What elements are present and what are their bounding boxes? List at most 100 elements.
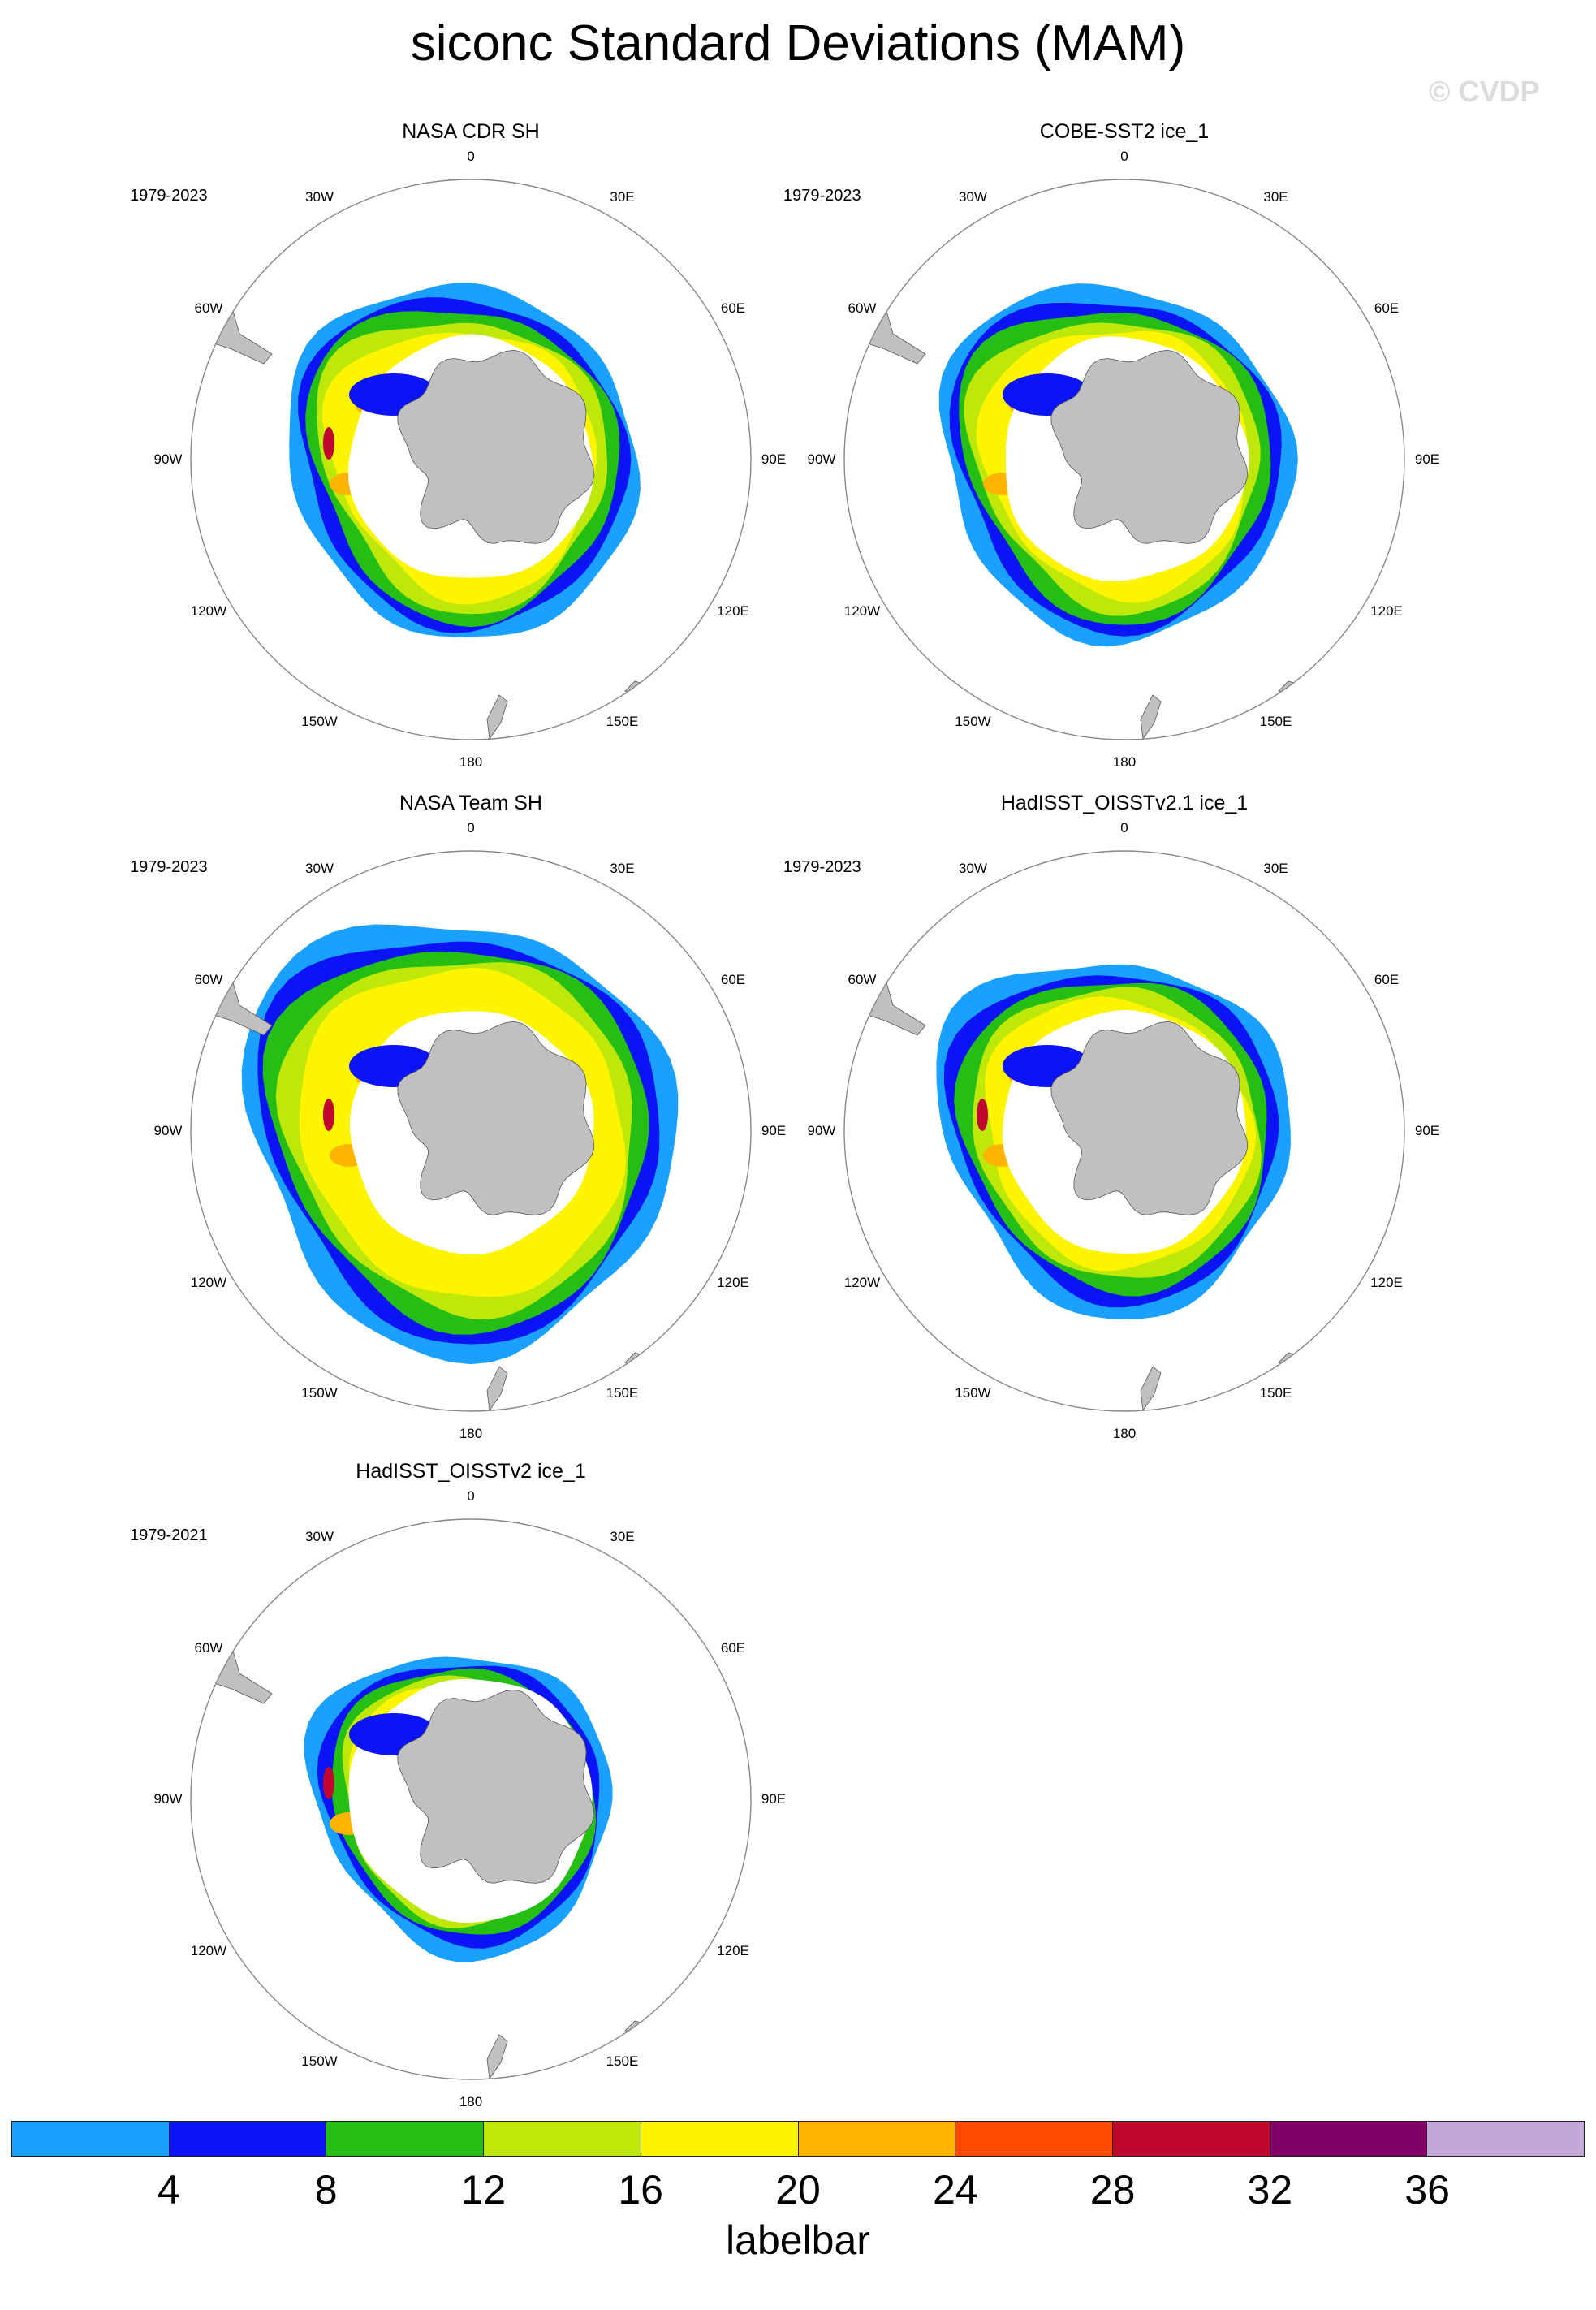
labelbar-swatch [169, 2122, 327, 2156]
panel-years: 1979-2023 [130, 187, 208, 205]
longitude-label: 60W [194, 1639, 223, 1656]
antarctica-land [1050, 1021, 1249, 1215]
longitude-label: 90E [761, 1791, 787, 1807]
map-panel: HadISST_OISSTv2 ice_1 1979-2021 0 30E 60E 90E… [106, 1460, 836, 2134]
longitude-label: 90W [807, 451, 836, 467]
longitude-label: 90W [153, 1791, 183, 1807]
labelbar-tick: 12 [460, 2167, 507, 2213]
labelbar-swatch [12, 2122, 170, 2156]
labelbar-tick: 32 [1247, 2167, 1293, 2213]
polar-map [190, 1518, 752, 2080]
longitude-label: 120E [717, 1274, 749, 1290]
longitude-label: 0 [467, 149, 475, 164]
antarctica-land [397, 1021, 595, 1215]
longitude-label: 30E [610, 188, 635, 205]
labelbar-swatch [798, 2122, 956, 2156]
longitude-label: 120E [717, 602, 749, 619]
panel-years: 1979-2023 [783, 187, 861, 205]
labelbar-tick: 20 [775, 2167, 821, 2213]
longitude-label: 120E [717, 1942, 749, 1958]
ice-hotspot-red [323, 427, 334, 460]
labelbar-tick: 36 [1404, 2167, 1450, 2213]
labelbar-swatch [641, 2122, 799, 2156]
longitude-label: 30E [610, 860, 635, 876]
new-zealand-land [486, 1366, 508, 1411]
longitude-label: 120W [190, 1274, 227, 1290]
labelbar-swatch [1270, 2122, 1428, 2156]
longitude-label: 60E [720, 971, 746, 987]
labelbar-tick: 16 [618, 2167, 663, 2213]
map-boundary [190, 179, 752, 740]
new-zealand-land [486, 694, 508, 740]
longitude-label: 90W [153, 1123, 183, 1138]
longitude-label: 30E [1263, 860, 1288, 876]
panel-years: 1979-2023 [130, 858, 208, 876]
map-boundary [843, 850, 1405, 1412]
antarctica-land [397, 349, 595, 544]
longitude-label: 0 [467, 1488, 475, 1504]
longitude-label: 0 [1120, 149, 1128, 164]
longitude-label: 180 [459, 1426, 483, 1441]
labelbar-tick: 8 [314, 2167, 338, 2213]
longitude-label: 60E [720, 300, 746, 316]
longitude-label: 150W [955, 714, 991, 730]
longitude-label: 120W [190, 1942, 227, 1958]
map-boundary [843, 179, 1405, 740]
longitude-label: 60W [848, 300, 877, 316]
panel-title: HadISST_OISSTv2.1 ice_1 [1000, 792, 1249, 814]
map-panel: NASA Team SH 1979-2023 0 30E 60E 90E 120E 150E 1… [106, 792, 836, 1466]
longitude-label: 30E [1263, 188, 1288, 205]
longitude-label: 150W [301, 1385, 338, 1401]
map-boundary [190, 1518, 752, 2080]
labelbar-swatch [326, 2122, 485, 2156]
longitude-label: 60E [720, 1639, 746, 1656]
longitude-label: 30W [305, 1528, 334, 1544]
labelbar-tick: 4 [157, 2167, 180, 2213]
longitude-label: 90E [1414, 1123, 1440, 1138]
polar-map [843, 850, 1405, 1412]
longitude-label: 180 [459, 754, 483, 770]
longitude-label: 150E [606, 2053, 639, 2070]
longitude-label: 150E [606, 1385, 639, 1401]
panel-years: 1979-2021 [130, 1526, 208, 1544]
longitude-label: 90W [153, 451, 183, 467]
labelbar-swatch [1427, 2122, 1585, 2156]
panel-title: HadISST_OISSTv2 ice_1 [356, 1460, 586, 1483]
longitude-label: 30E [610, 1528, 635, 1544]
polar-map [843, 179, 1405, 740]
longitude-label: 120W [843, 602, 881, 619]
labelbar-swatch [1112, 2122, 1270, 2156]
color-labelbar [11, 2121, 1585, 2157]
longitude-label: 150E [1259, 714, 1292, 730]
longitude-label: 90E [761, 451, 787, 467]
labelbar-tick: 28 [1089, 2167, 1136, 2213]
longitude-label: 150W [301, 2053, 338, 2070]
longitude-label: 90E [761, 1123, 787, 1138]
longitude-label: 60E [1374, 300, 1400, 316]
panel-title: NASA CDR SH [402, 120, 540, 143]
longitude-label: 60W [194, 971, 223, 987]
longitude-label: 120W [843, 1274, 881, 1290]
ice-hotspot-red [977, 1099, 988, 1131]
new-zealand-land [1140, 694, 1162, 740]
longitude-label: 120E [1370, 1274, 1403, 1290]
longitude-label: 90W [807, 1123, 836, 1138]
longitude-label: 60E [1374, 971, 1400, 987]
polar-map [190, 179, 752, 740]
panel-years: 1979-2023 [783, 858, 861, 876]
longitude-label: 90E [1414, 451, 1440, 467]
longitude-label: 150W [301, 714, 338, 730]
figure-title: siconc Standard Deviations (MAM) [410, 15, 1186, 71]
longitude-label: 150E [606, 714, 639, 730]
map-boundary [190, 850, 752, 1412]
longitude-label: 60W [194, 300, 223, 316]
longitude-label: 180 [1112, 1426, 1137, 1441]
longitude-label: 150E [1259, 1385, 1292, 1401]
longitude-label: 180 [459, 2094, 483, 2109]
longitude-label: 60W [848, 971, 877, 987]
ice-hotspot-red [323, 1099, 334, 1131]
longitude-label: 30W [959, 860, 987, 876]
longitude-label: 30W [305, 860, 334, 876]
longitude-label: 150W [955, 1385, 991, 1401]
new-zealand-land [1140, 1366, 1162, 1411]
